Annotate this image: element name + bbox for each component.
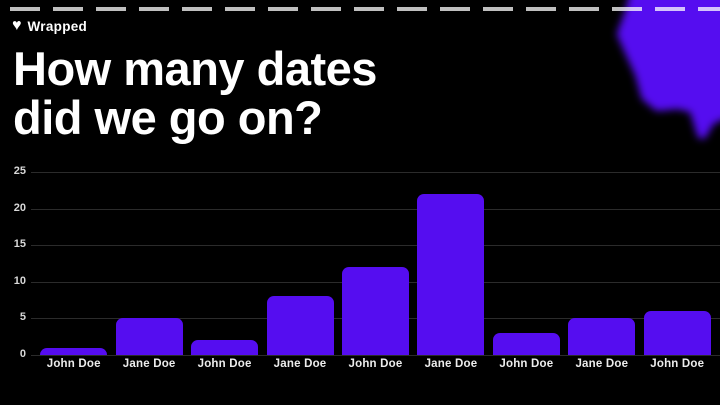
x-axis-category-label: Jane Doe xyxy=(424,358,478,370)
y-axis-tick-label: 15 xyxy=(13,238,26,251)
dashed-divider xyxy=(10,7,720,11)
bar xyxy=(115,318,183,355)
bar xyxy=(643,311,711,355)
gridline xyxy=(31,245,720,247)
gridline xyxy=(31,208,720,210)
page-title: How many dates did we go on? xyxy=(13,44,377,142)
bar xyxy=(342,267,409,355)
bar xyxy=(492,333,560,355)
x-axis-category-label: John Doe xyxy=(499,358,554,370)
brand-name: Wrapped xyxy=(27,18,88,34)
bar xyxy=(568,318,636,355)
gridline xyxy=(31,172,720,173)
brand-logo: ♥ Wrapped xyxy=(12,18,87,34)
x-axis-category-label: John Doe xyxy=(46,358,101,370)
y-axis-tick-label: 20 xyxy=(13,201,26,214)
heart-icon: ♥ xyxy=(12,17,22,34)
y-axis-tick-label: 0 xyxy=(19,348,26,360)
x-axis-category-label: Jane Doe xyxy=(273,358,327,370)
blob-shape xyxy=(617,0,720,139)
x-axis-category-label: Jane Doe xyxy=(122,358,176,370)
y-axis-tick-label: 25 xyxy=(13,165,26,177)
bar xyxy=(417,193,485,355)
y-axis-tick-label: 5 xyxy=(19,311,26,324)
bar xyxy=(40,347,108,355)
x-axis-category-label: Jane Doe xyxy=(575,358,629,370)
title-line-1: How many dates xyxy=(13,42,377,95)
bar xyxy=(191,340,259,355)
x-axis-category-label: John Doe xyxy=(197,358,252,370)
y-axis-tick-label: 10 xyxy=(13,274,26,287)
gridline xyxy=(31,355,720,356)
bar xyxy=(266,296,334,355)
x-axis-category-label: John Doe xyxy=(650,358,705,370)
decorative-blob xyxy=(617,0,720,139)
x-axis-category-label: John Doe xyxy=(348,358,403,370)
title-line-2: did we go on? xyxy=(13,91,323,144)
